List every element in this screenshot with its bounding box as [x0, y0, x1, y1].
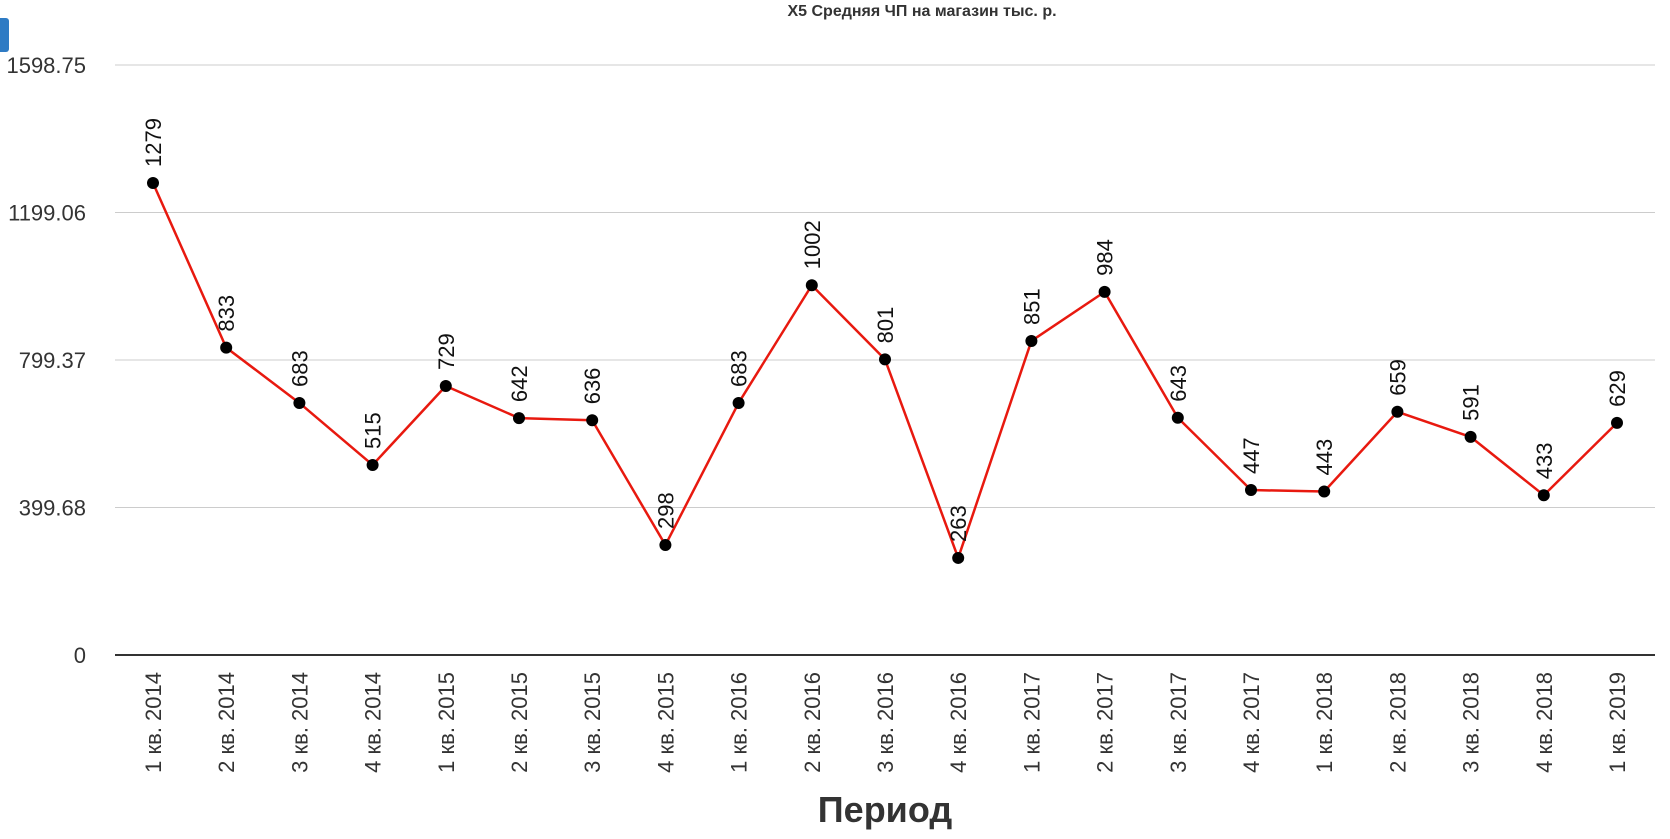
x-tick-label: 4 кв. 2016 [946, 672, 971, 773]
data-point[interactable] [1611, 416, 1623, 429]
data-label: 263 [946, 505, 971, 542]
data-point[interactable] [147, 177, 159, 189]
data-point[interactable] [586, 414, 599, 427]
chart-menu-badge[interactable] [0, 18, 9, 52]
data-point[interactable] [732, 396, 745, 409]
x-tick-label: 2 кв. 2018 [1385, 672, 1410, 773]
data-label: 984 [1093, 239, 1118, 276]
data-point[interactable] [879, 353, 891, 366]
x-tick-label: 3 кв. 2015 [580, 672, 605, 773]
data-label: 515 [361, 412, 386, 449]
x-tick-label: 1 кв. 2017 [1019, 672, 1044, 773]
y-tick-label: 0 [74, 643, 86, 668]
x-tick-label: 1 кв. 2018 [1312, 672, 1337, 773]
x-tick-label: 2 кв. 2016 [800, 672, 825, 773]
x-axis: 1 кв. 2014 2 кв. 2014 3 кв. 2014 4 кв. 2014… [141, 672, 1630, 773]
x-tick-label: 4 кв. 2015 [653, 672, 678, 773]
data-label: 801 [873, 307, 898, 344]
data-point[interactable] [293, 396, 306, 409]
gridlines [115, 64, 1655, 656]
chart-title: X5 Средняя ЧП на магазин тыс. р. [787, 3, 1056, 20]
x-tick-label: 3 кв. 2014 [287, 672, 312, 773]
data-label: 851 [1019, 288, 1044, 325]
data-point[interactable] [805, 279, 818, 292]
y-axis: 0 399.68 799.37 1199.06 1598.75 [6, 53, 86, 668]
x-tick-label: 3 кв. 2016 [873, 672, 898, 773]
data-point[interactable] [1318, 485, 1331, 498]
data-point[interactable] [1171, 411, 1184, 424]
data-label: 636 [580, 368, 605, 405]
data-point[interactable] [513, 412, 525, 425]
data-point[interactable] [1537, 489, 1550, 502]
x-tick-label: 2 кв. 2015 [507, 672, 532, 773]
data-label: 642 [507, 365, 532, 402]
y-tick-label: 1598.75 [6, 53, 86, 78]
x-tick-label: 2 кв. 2014 [214, 672, 239, 773]
data-label: 591 [1459, 384, 1484, 421]
data-point[interactable] [1464, 430, 1477, 443]
data-point[interactable] [1391, 405, 1404, 418]
x-tick-label: 4 кв. 2014 [361, 672, 386, 773]
data-point[interactable] [952, 551, 965, 564]
data-label: 629 [1605, 370, 1630, 407]
data-label: 643 [1166, 365, 1191, 402]
data-label: 447 [1239, 437, 1264, 474]
x-tick-label: 3 кв. 2017 [1166, 672, 1191, 773]
data-point[interactable] [1098, 285, 1111, 298]
data-point[interactable] [439, 379, 452, 392]
data-points [147, 177, 1623, 564]
data-label: 443 [1312, 439, 1337, 476]
x-tick-label: 1 кв. 2016 [727, 672, 752, 773]
y-tick-label: 799.37 [19, 348, 86, 373]
data-label: 729 [434, 333, 459, 370]
data-point[interactable] [659, 539, 672, 552]
data-label: 833 [214, 295, 239, 332]
data-label: 683 [727, 350, 752, 387]
data-label: 659 [1385, 359, 1410, 396]
data-label: 683 [287, 350, 312, 387]
x-tick-label: 2 кв. 2017 [1093, 672, 1118, 773]
x-tick-label: 4 кв. 2018 [1532, 672, 1557, 773]
data-label: 1279 [141, 118, 166, 167]
data-label: 1002 [800, 220, 825, 269]
x-tick-label: 1 кв. 2014 [141, 672, 166, 773]
data-label: 433 [1532, 442, 1557, 479]
data-point[interactable] [1245, 484, 1257, 497]
data-point[interactable] [366, 458, 379, 471]
y-tick-label: 399.68 [19, 496, 86, 521]
data-point[interactable] [220, 341, 233, 354]
x-tick-label: 3 кв. 2018 [1459, 672, 1484, 773]
x-tick-label: 4 кв. 2017 [1239, 672, 1264, 773]
y-tick-label: 1199.06 [8, 201, 86, 226]
x-tick-label: 1 кв. 2015 [434, 672, 459, 773]
data-label: 298 [653, 492, 678, 529]
data-point[interactable] [1025, 334, 1038, 347]
x-axis-title: Период [818, 789, 953, 830]
data-labels: 1279 833 683 515 729 642 636 298 683 1002 801 263 85… [141, 118, 1630, 542]
x-tick-label: 1 кв. 2019 [1605, 672, 1630, 773]
